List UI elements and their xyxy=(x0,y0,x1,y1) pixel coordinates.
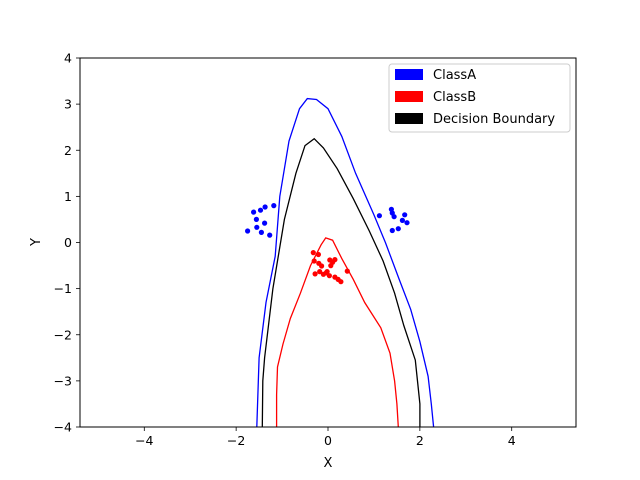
boundary-lines xyxy=(256,97,435,428)
classb-point xyxy=(332,257,338,263)
y-tick-label: 3 xyxy=(64,97,72,112)
classb-point xyxy=(326,273,332,279)
classb-point xyxy=(324,269,330,275)
classa-point xyxy=(262,220,268,226)
classa-point xyxy=(262,204,268,210)
decision-boundary-contour-line xyxy=(261,137,421,428)
classa-point xyxy=(376,213,382,219)
classa-point xyxy=(271,203,277,209)
y-tick-label: −4 xyxy=(54,420,72,435)
legend-item-decision-boundary: Decision Boundary xyxy=(395,112,555,127)
x-tick-label: −2 xyxy=(227,433,245,448)
classa-point xyxy=(251,209,257,215)
y-tick-label: 0 xyxy=(64,235,72,250)
axis-ticks: −4 −2 0 2 4 −4 −3 −2 −1 0 1 2 3 4 xyxy=(54,51,516,449)
classb-point xyxy=(319,263,325,269)
classa-point xyxy=(245,228,251,234)
classb-point xyxy=(310,250,316,256)
classb-point xyxy=(315,251,321,258)
x-tick-label: 4 xyxy=(508,433,516,448)
classb-point xyxy=(317,269,323,275)
legend-swatch-classa xyxy=(395,69,423,80)
y-tick-label: −1 xyxy=(54,281,72,296)
legend-item-classa: ClassA xyxy=(395,68,476,83)
classa-point xyxy=(399,217,405,223)
classa-point xyxy=(391,214,397,220)
classb-point xyxy=(344,268,350,274)
classb-point xyxy=(312,271,318,277)
legend-label-classb: ClassB xyxy=(433,90,476,105)
y-tick-label: −2 xyxy=(54,327,72,342)
classa-point xyxy=(267,232,273,238)
classa-point xyxy=(402,212,408,218)
legend-swatch-decision-boundary xyxy=(395,113,423,124)
y-tick-label: 2 xyxy=(64,143,72,158)
classa-point xyxy=(254,224,260,230)
x-axis-label: X xyxy=(324,456,333,471)
classa-point xyxy=(389,227,395,234)
classa-point xyxy=(404,220,410,226)
classa-point xyxy=(257,207,264,213)
x-tick-label: 2 xyxy=(416,433,424,448)
x-tick-label: −4 xyxy=(135,433,153,448)
classa-point xyxy=(253,216,259,222)
legend-box xyxy=(388,63,571,133)
classb-point xyxy=(311,258,317,264)
data-points xyxy=(245,203,410,285)
x-tick-label: 0 xyxy=(324,433,332,448)
legend-label-classa: ClassA xyxy=(433,68,476,83)
y-tick-label: 1 xyxy=(64,189,72,204)
legend-swatch-classb xyxy=(395,91,423,102)
y-tick-label: 4 xyxy=(64,51,72,66)
legend-item-classb: ClassB xyxy=(395,90,476,105)
classb-contour-line xyxy=(275,237,399,428)
legend-label-decision-boundary: Decision Boundary xyxy=(433,112,555,127)
classa-contour-line xyxy=(256,97,435,428)
classb-point xyxy=(338,279,344,285)
y-axis-label: Y xyxy=(29,238,44,247)
classa-point xyxy=(258,229,264,235)
legend: ClassA ClassB Decision Boundary xyxy=(388,63,571,133)
classa-point xyxy=(395,226,401,232)
y-tick-label: −3 xyxy=(54,373,72,388)
